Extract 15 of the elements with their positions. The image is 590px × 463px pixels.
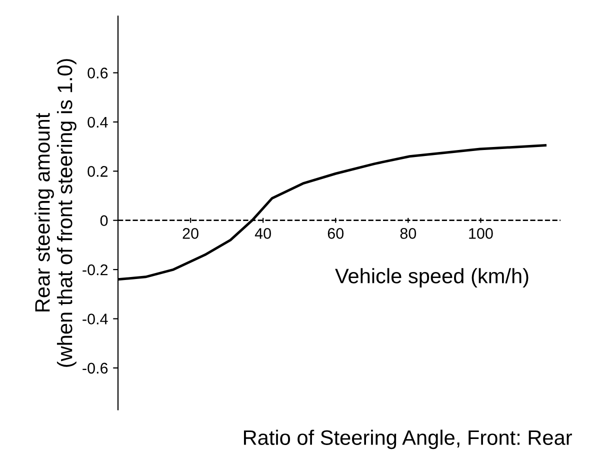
x-axis-title: Vehicle speed (km/h) (335, 268, 528, 288)
text: Ratio of Steering Angle, Front: Rear (244, 430, 572, 450)
y-tick-label: 0 (100, 215, 108, 226)
x-tick-label: 40 (254, 228, 271, 239)
y-tick-label: -0.4 (82, 314, 108, 324)
x-tick-label: 20 (182, 228, 198, 239)
y-axis-title: Rear steering amount (when that of front steering is 1.0) (34, 59, 76, 367)
y-tick-label: 0.6 (88, 68, 108, 78)
x-tick-label: 80 (400, 228, 416, 239)
y-tick-label: 0.4 (88, 116, 108, 128)
x-tick-label: 100 (469, 228, 493, 239)
y-tick-label: -0.2 (82, 264, 108, 276)
y-tick-label: 0.2 (88, 166, 108, 177)
y-tick-label: -0.6 (82, 362, 108, 374)
x-tick-label: 60 (328, 228, 344, 239)
